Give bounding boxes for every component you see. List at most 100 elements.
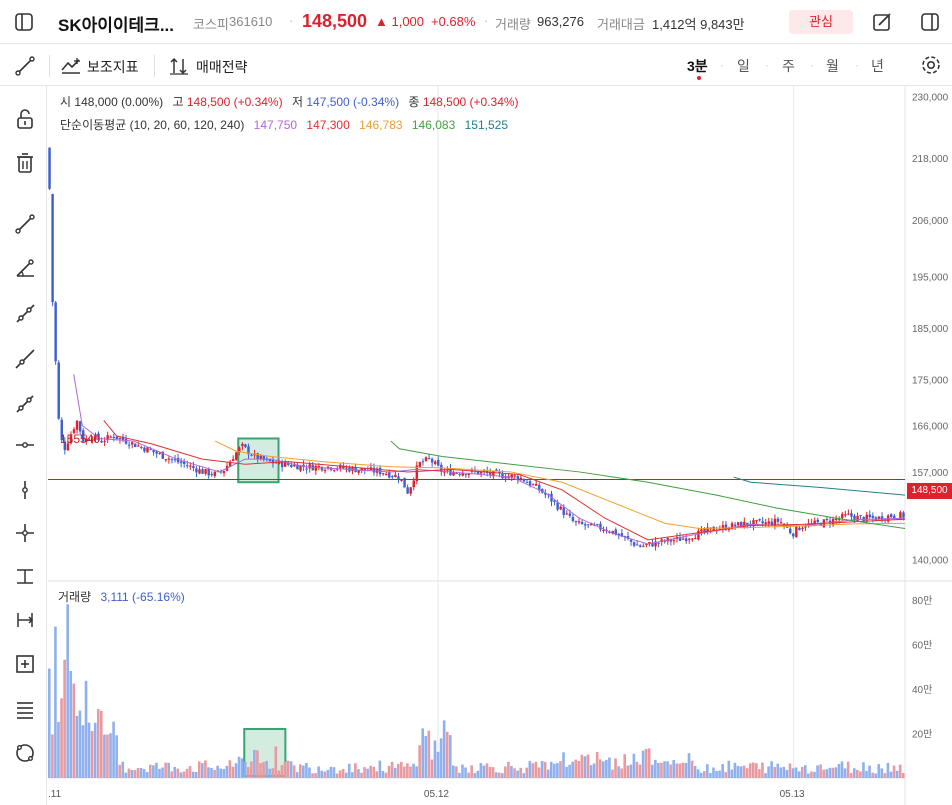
volume-bar (295, 772, 299, 778)
volume-bar (813, 771, 816, 778)
candle-body (384, 473, 388, 475)
stock-name[interactable]: SK아이이테크... (58, 16, 174, 35)
trash-icon[interactable] (14, 152, 36, 174)
volume-bar (289, 761, 293, 778)
candle-body (504, 477, 507, 479)
volume-bar (118, 764, 121, 778)
ma-legend[interactable]: 단순이동평균 (10, 20, 60, 120, 240) 147,750 14… (60, 116, 508, 133)
candle-body (265, 459, 269, 461)
volume-bar (886, 762, 890, 778)
ma120-value: 146,083 (411, 118, 456, 132)
parallel-channel-icon[interactable] (14, 565, 36, 587)
candle-body (323, 469, 327, 472)
measure-icon[interactable] (14, 609, 36, 631)
volume-bar (197, 761, 201, 778)
candle-body (293, 464, 296, 467)
edit-icon[interactable] (872, 12, 892, 32)
candle-body (345, 467, 348, 469)
candle-body (397, 476, 400, 480)
tab-3min[interactable]: 3분 (687, 58, 708, 74)
volume-bar (274, 746, 278, 778)
candle-body (91, 439, 94, 441)
tab-week[interactable]: 주 (782, 58, 795, 74)
candle-body (761, 521, 764, 524)
candle-body (415, 465, 419, 482)
volume-bar (580, 754, 584, 778)
candle-body (565, 513, 569, 515)
volume-bar (675, 763, 679, 778)
candle-body (140, 446, 143, 448)
volume-bar (363, 767, 366, 778)
volume-bar (748, 763, 752, 778)
candle-body (100, 440, 103, 443)
volume-bar (335, 773, 339, 778)
volume-bar (445, 731, 449, 778)
ray-line-icon[interactable] (14, 303, 36, 325)
angle-line-icon[interactable] (14, 258, 36, 280)
volume-bar (271, 768, 275, 778)
circle-tool-icon[interactable] (14, 742, 36, 764)
tab-day[interactable]: 일 (737, 58, 750, 74)
price-line-label: 155540 (60, 432, 101, 446)
draw-line-icon[interactable] (14, 55, 36, 77)
horizontal-line-icon[interactable] (14, 434, 36, 456)
indicator-icon (61, 58, 80, 74)
candle-body (740, 521, 743, 528)
candle-body (580, 521, 584, 524)
trend-line-icon[interactable] (14, 213, 36, 235)
tab-year[interactable]: 년 (871, 58, 884, 74)
candle-body (733, 524, 737, 527)
candle-body (642, 545, 645, 547)
add-box-icon[interactable] (14, 653, 36, 675)
volume-bar (96, 708, 100, 778)
indicators-button[interactable]: 보조지표 (87, 59, 139, 75)
strategy-button[interactable]: 매매전략 (196, 59, 248, 75)
volume-bar (354, 763, 357, 778)
volume-bar (360, 772, 363, 778)
candle-body (280, 461, 284, 468)
volume-bar (669, 764, 672, 778)
volume-bar (396, 763, 400, 778)
candle-body (623, 536, 627, 538)
candle-body (290, 464, 293, 467)
candle-body (801, 528, 804, 530)
panel-toggle-icon[interactable] (920, 12, 940, 32)
candle-body (813, 520, 816, 524)
chart-toolbar: 보조지표 매매전략 3분 · 일 · 주 · 월 · 년 (0, 44, 952, 86)
favorite-button[interactable]: 관심 (789, 10, 853, 34)
text-lines-icon[interactable] (14, 698, 36, 720)
candle-body (109, 436, 112, 438)
sidebar-toggle-icon[interactable] (14, 12, 34, 32)
price-change-pct: +0.68% (431, 14, 476, 29)
extended-line-icon[interactable] (14, 348, 36, 370)
volume-bar (730, 769, 734, 778)
volume-bar (666, 761, 669, 778)
time-tick-label: 05.12 (424, 789, 449, 800)
candle-body (210, 474, 213, 476)
vertical-line-icon[interactable] (14, 479, 36, 501)
lock-icon[interactable] (14, 108, 36, 130)
crosshair-icon[interactable] (14, 522, 36, 544)
volume-bar (317, 766, 320, 778)
volume-bar (819, 764, 822, 778)
settings-gear-icon[interactable] (920, 54, 942, 76)
tab-month[interactable]: 월 (826, 58, 839, 74)
volume-bar (874, 773, 877, 778)
volume-bar (531, 763, 535, 778)
volume-bar (510, 765, 513, 778)
candle-body (865, 514, 868, 521)
volume-legend[interactable]: 거래량 3,111 (-65.16%) (58, 588, 185, 605)
divider (49, 55, 50, 77)
candle-body (103, 441, 106, 443)
tab-separator: · (810, 58, 814, 72)
volume-bar (901, 772, 905, 778)
candle-body (844, 514, 847, 516)
volume-bar (650, 764, 654, 778)
volume-bar (161, 767, 164, 778)
candle-body (574, 521, 578, 523)
volume-bar (559, 761, 562, 778)
volume-bar (305, 762, 308, 778)
close-label: 종 (408, 95, 420, 109)
info-line-icon[interactable] (14, 393, 36, 415)
